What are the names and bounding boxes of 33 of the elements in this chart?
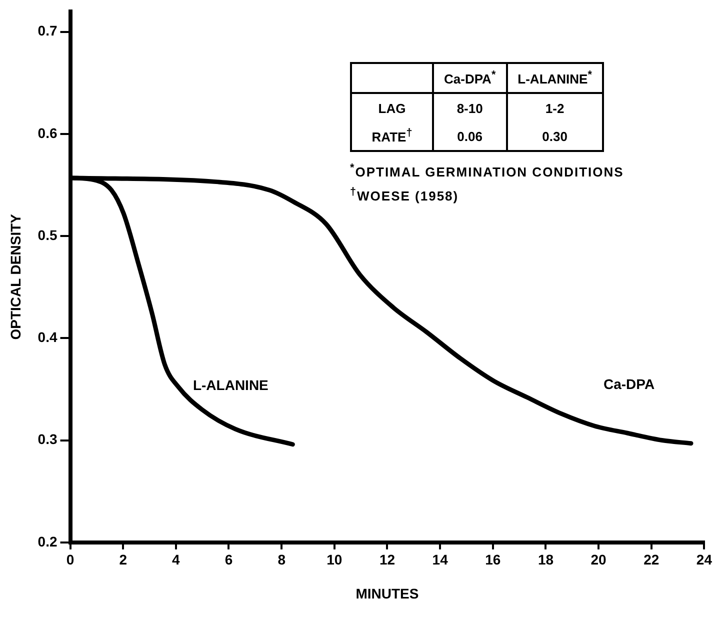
annotation: 1-2: [506, 93, 603, 122]
annotation: $^{*}$OPTIMAL GERMINATION CONDITIONS: [350, 161, 624, 182]
y-tick-label: 0.2: [38, 533, 58, 550]
annotation: LAG: [351, 93, 433, 122]
y-tick-label: 0.3: [38, 431, 58, 448]
annotation: RATE$^{†}$: [351, 122, 433, 151]
x-axis-title: MINUTES: [356, 585, 419, 602]
x-tick-label: 8: [278, 552, 286, 568]
x-tick-label: 20: [590, 552, 607, 568]
x-tick-label: 14: [432, 552, 448, 568]
y-tick-label: 0.6: [38, 124, 58, 141]
annotation: L-ALANINE$^{*}$: [506, 63, 603, 93]
y-tick-label: 0.7: [38, 22, 58, 39]
y-axis-title: OPTICAL DENSITY: [7, 213, 24, 340]
x-tick-label: 22: [644, 552, 660, 568]
series-label: L-ALANINE: [192, 377, 268, 394]
annotation: 8-10: [433, 93, 507, 122]
x-tick-label: 18: [538, 552, 554, 568]
x-tick-label: 0: [66, 552, 74, 568]
annotation: $^{†}$WOESE (1958): [350, 185, 460, 206]
y-tick-label: 0.5: [38, 226, 58, 243]
x-tick-label: 12: [379, 552, 396, 568]
annotation: 0.30: [506, 122, 603, 151]
x-tick-label: 4: [172, 552, 180, 568]
x-tick-label: 2: [119, 552, 128, 568]
annotation: 0.06: [433, 122, 507, 151]
x-tick-label: 24: [696, 552, 712, 568]
text: Ca-DPA: [603, 376, 655, 392]
x-tick-label: 6: [224, 552, 233, 568]
y-tick-label: 0.4: [38, 329, 58, 346]
x-tick-label: 10: [326, 552, 342, 568]
annotation: Ca-DPA$^{*}$: [433, 63, 507, 93]
x-tick-label: 16: [485, 552, 501, 568]
